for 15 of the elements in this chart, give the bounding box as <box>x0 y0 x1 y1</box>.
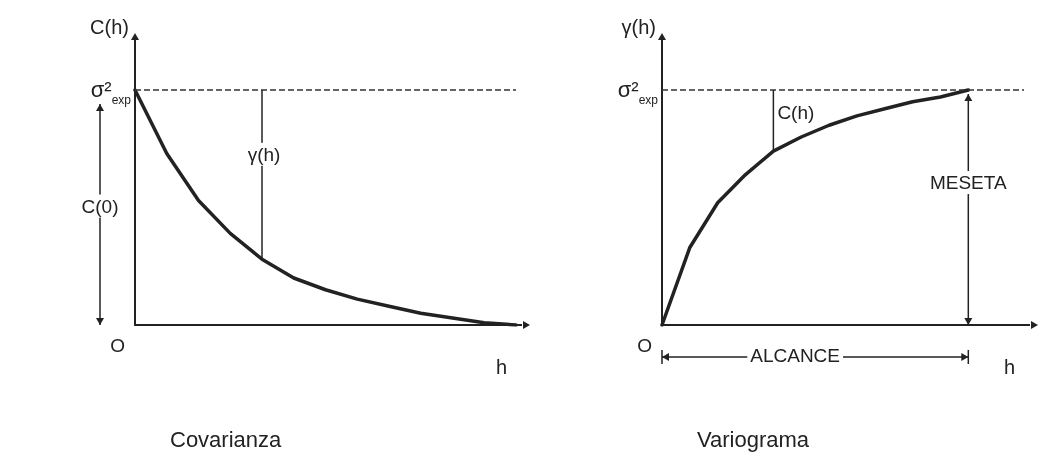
ref-line-label: σ²$_{exp}$ <box>617 77 659 107</box>
text: O <box>110 335 125 357</box>
annotation: γ(h) <box>247 143 281 165</box>
x-axis-title: h <box>496 356 508 378</box>
annotation: MESETA <box>929 172 1007 194</box>
text: ALCANCE <box>750 345 841 367</box>
y-axis-title: C(h) <box>90 16 129 38</box>
ref-line-label: σ²$_{exp}$ <box>90 77 132 107</box>
text: C(0) <box>81 195 119 217</box>
text: O <box>637 335 652 357</box>
x-axis-title: h <box>1004 356 1016 378</box>
text: Covarianza <box>170 426 283 452</box>
annotation: C(h) <box>777 101 815 123</box>
text: Variograma <box>697 426 810 452</box>
y-axis-title: γ(h) <box>621 16 656 38</box>
